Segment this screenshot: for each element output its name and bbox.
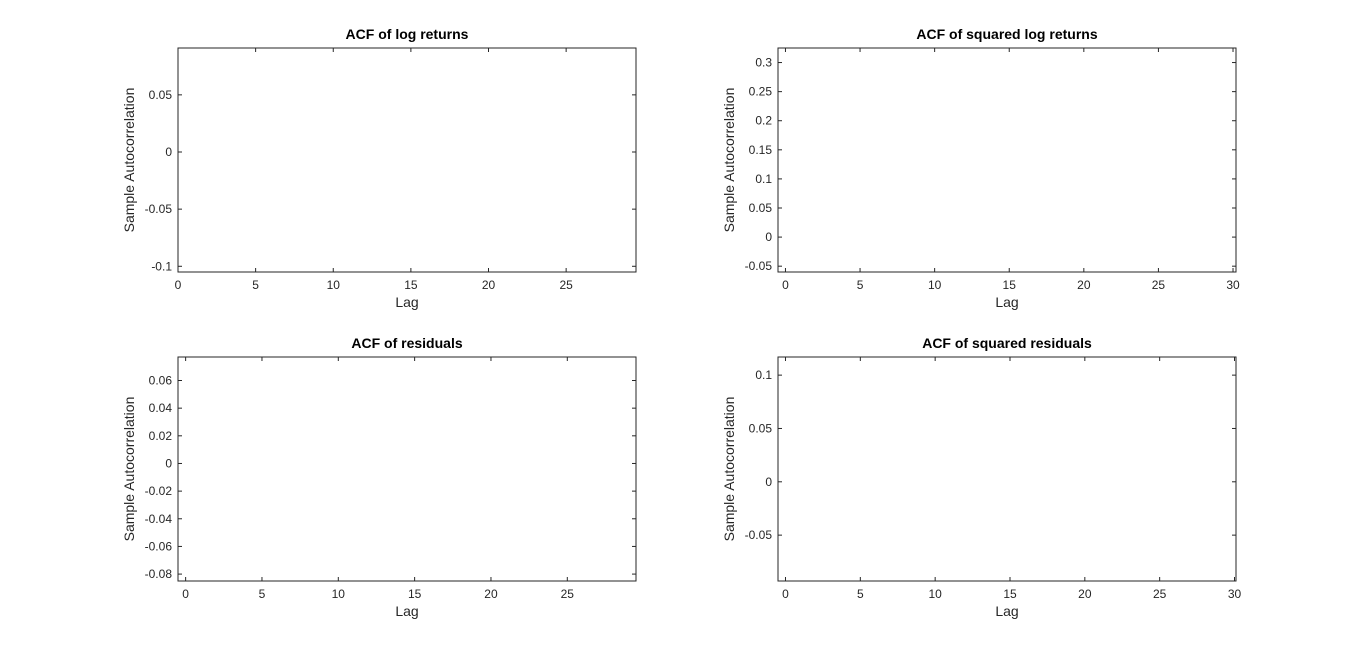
- y-tick-label: -0.05: [745, 528, 773, 542]
- x-tick-label: 15: [1003, 278, 1017, 292]
- x-tick-label: 0: [175, 278, 182, 292]
- y-tick-label: 0.02: [149, 429, 173, 443]
- y-tick-label: -0.08: [145, 567, 173, 581]
- acf-squared-residuals-panel: 0 5 10 15 20 25 30 -0.05 0 0.05 0.1 ACF of squared …: [721, 335, 1242, 619]
- x-tick-label: 25: [561, 587, 575, 601]
- y-tick-label: 0.06: [149, 374, 173, 388]
- chart-title: ACF of squared log returns: [916, 26, 1097, 42]
- x-tick-label: 0: [782, 587, 789, 601]
- y-axis-label: Sample Autocorrelation: [721, 88, 737, 233]
- x-tick-label: 5: [259, 587, 266, 601]
- x-axis-label: Lag: [995, 294, 1018, 310]
- x-tick-label: 25: [1152, 278, 1166, 292]
- y-tick-label: 0.04: [149, 401, 173, 415]
- y-tick-label: 0.05: [749, 421, 773, 435]
- chart-title: ACF of log returns: [346, 26, 469, 42]
- y-tick-label: 0: [765, 475, 772, 489]
- x-axis-label: Lag: [395, 603, 418, 619]
- x-tick-label: 0: [782, 278, 789, 292]
- x-tick-label: 5: [252, 278, 259, 292]
- y-tick-label: 0.25: [749, 85, 773, 99]
- y-tick-label: 0: [165, 145, 172, 159]
- y-axis-label: Sample Autocorrelation: [121, 397, 137, 542]
- axes-frame: [777, 47, 1237, 273]
- y-tick-label: 0.2: [755, 114, 772, 128]
- x-tick-label: 25: [559, 278, 573, 292]
- x-tick-label: 10: [332, 587, 346, 601]
- chart-title: ACF of residuals: [351, 335, 462, 351]
- y-tick-label: 0.05: [149, 88, 173, 102]
- y-tick-label: -0.06: [145, 539, 173, 553]
- x-tick-label: 5: [857, 278, 864, 292]
- acf-squared-log-returns-panel: 0 5 10 15 20 25 30 -0.05 0 0.05 0.1 0.15 0.2 0.25 0.3 A…: [721, 26, 1240, 310]
- x-tick-label: 20: [482, 278, 496, 292]
- axes-frame: [177, 47, 637, 273]
- y-tick-label: -0.1: [151, 259, 172, 273]
- x-tick-label: 15: [404, 278, 418, 292]
- y-tick-label: 0.1: [755, 172, 772, 186]
- y-tick-label: 0: [165, 456, 172, 470]
- x-tick-label: 5: [857, 587, 864, 601]
- x-tick-label: 20: [484, 587, 498, 601]
- x-tick-label: 10: [928, 587, 942, 601]
- y-axis-label: Sample Autocorrelation: [721, 397, 737, 542]
- x-tick-label: 30: [1228, 587, 1242, 601]
- x-tick-label: 25: [1153, 587, 1167, 601]
- y-tick-label: -0.02: [145, 484, 173, 498]
- y-tick-label: -0.05: [745, 259, 773, 273]
- chart-title: ACF of squared residuals: [922, 335, 1092, 351]
- y-tick-label: 0.1: [755, 368, 772, 382]
- x-tick-label: 10: [928, 278, 942, 292]
- x-tick-label: 20: [1078, 587, 1092, 601]
- y-tick-label: 0.05: [749, 201, 773, 215]
- x-tick-label: 10: [327, 278, 341, 292]
- y-tick-label: -0.04: [145, 512, 173, 526]
- acf-residuals-panel: 0 5 10 15 20 25 -0.08 -0.06 -0.04 -0.02 0 0.02 0.04 0…: [121, 335, 637, 619]
- x-tick-label: 0: [182, 587, 189, 601]
- axes-frame: [177, 356, 637, 582]
- x-axis-label: Lag: [395, 294, 418, 310]
- x-tick-label: 30: [1226, 278, 1240, 292]
- x-tick-label: 20: [1077, 278, 1091, 292]
- x-tick-label: 15: [408, 587, 422, 601]
- y-tick-label: 0.15: [749, 143, 773, 157]
- y-axis-label: Sample Autocorrelation: [121, 88, 137, 233]
- y-tick-label: 0: [765, 230, 772, 244]
- y-tick-label: -0.05: [145, 202, 173, 216]
- axes-frame: [777, 356, 1237, 582]
- y-tick-label: 0.3: [755, 56, 772, 70]
- x-tick-label: 15: [1003, 587, 1017, 601]
- acf-log-returns-panel: 0 5 10 15 20 25 -0.1 -0.05 0 0.05 ACF of log retur…: [121, 26, 637, 310]
- x-axis-label: Lag: [995, 603, 1018, 619]
